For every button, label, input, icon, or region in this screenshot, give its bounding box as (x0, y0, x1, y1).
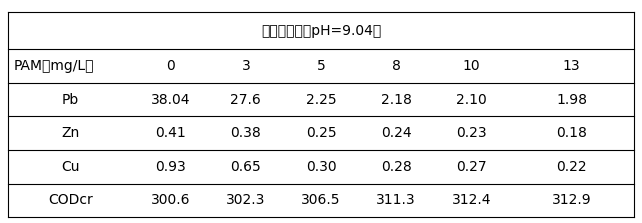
Text: 27.6: 27.6 (230, 93, 261, 107)
Text: 312.9: 312.9 (551, 193, 591, 207)
Text: 2.10: 2.10 (456, 93, 487, 107)
Text: 层流沉流水（pH=9.04）: 层流沉流水（pH=9.04） (261, 24, 381, 38)
Text: 13: 13 (563, 59, 580, 73)
Text: 0.30: 0.30 (306, 160, 336, 174)
Text: 8: 8 (392, 59, 401, 73)
Text: 10: 10 (462, 59, 480, 73)
Text: 5: 5 (317, 59, 325, 73)
Text: 0.38: 0.38 (230, 126, 261, 140)
Text: 0.41: 0.41 (155, 126, 186, 140)
Text: 306.5: 306.5 (301, 193, 341, 207)
Text: 3: 3 (241, 59, 250, 73)
Text: 311.3: 311.3 (376, 193, 416, 207)
Text: 0.22: 0.22 (556, 160, 587, 174)
Text: Pb: Pb (62, 93, 79, 107)
Text: 0.93: 0.93 (155, 160, 186, 174)
Text: 0.24: 0.24 (381, 126, 412, 140)
Text: PAM（mg/L）: PAM（mg/L） (14, 59, 94, 73)
Text: Cu: Cu (61, 160, 80, 174)
Text: Zn: Zn (61, 126, 80, 140)
Text: 2.25: 2.25 (306, 93, 336, 107)
Text: 0.28: 0.28 (381, 160, 412, 174)
Text: 302.3: 302.3 (226, 193, 266, 207)
Text: 0.27: 0.27 (456, 160, 487, 174)
Text: 0.65: 0.65 (230, 160, 261, 174)
Text: 0.23: 0.23 (456, 126, 487, 140)
Text: 0.18: 0.18 (556, 126, 587, 140)
Text: 0.25: 0.25 (306, 126, 336, 140)
Text: 0: 0 (166, 59, 175, 73)
Text: 2.18: 2.18 (381, 93, 412, 107)
Text: 312.4: 312.4 (451, 193, 491, 207)
Text: CODcr: CODcr (48, 193, 93, 207)
Text: 38.04: 38.04 (151, 93, 191, 107)
Text: 1.98: 1.98 (556, 93, 587, 107)
Text: 300.6: 300.6 (151, 193, 191, 207)
